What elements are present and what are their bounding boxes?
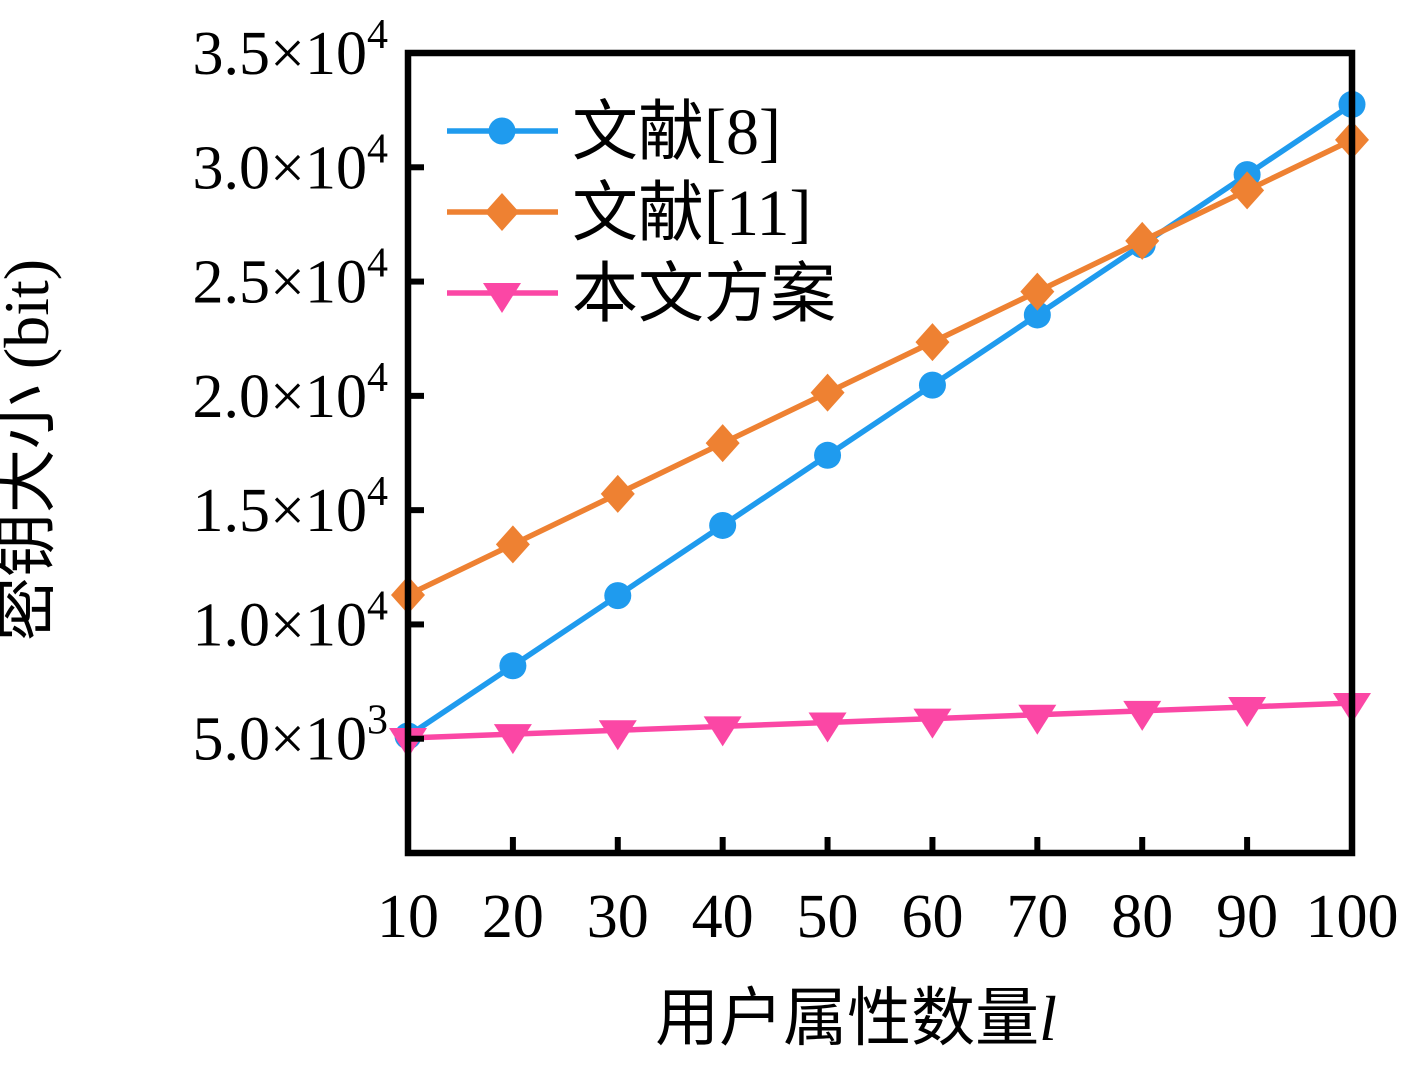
data-point-circle-marker <box>918 371 946 399</box>
data-point-diamond-marker <box>485 193 519 231</box>
y-tick-label: 2.0×104 <box>193 355 388 431</box>
data-point-diamond-marker <box>810 373 845 412</box>
legend-label: 本文方案 <box>572 258 836 331</box>
legend-label: 文献[8] <box>572 96 781 169</box>
y-tick-label: 3.5×104 <box>193 12 388 88</box>
ticks-layer <box>408 164 1251 853</box>
x-tick-label: 10 <box>377 883 439 951</box>
y-tick-label: 1.5×104 <box>193 469 388 545</box>
legend-item: 文献[8] <box>447 96 781 169</box>
legend: 文献[8] 文献[11] 本文方案 <box>447 96 836 331</box>
y-tick-labels: 5.0×103 1.0×104 1.5×104 2.0×104 2.5×104 3.0×1… <box>193 12 388 774</box>
data-point-circle-marker <box>1023 301 1051 329</box>
x-tick-label: 50 <box>797 883 859 951</box>
data-point-circle-marker <box>604 582 632 610</box>
x-tick-label: 90 <box>1216 883 1278 951</box>
data-point-circle-marker <box>499 652 527 680</box>
data-point-circle-marker <box>814 441 842 469</box>
series-layer <box>389 90 1371 759</box>
x-tick-label: 70 <box>1006 883 1068 951</box>
series-triangle-down <box>389 693 1371 759</box>
y-tick-label: 5.0×103 <box>193 698 388 774</box>
data-point-diamond-marker <box>1230 171 1265 210</box>
data-point-diamond-marker <box>600 474 635 513</box>
data-point-diamond-marker <box>495 525 530 564</box>
data-point-diamond-marker <box>705 424 740 463</box>
y-tick-label: 2.5×104 <box>193 241 388 317</box>
plot-frame <box>404 49 1356 857</box>
x-tick-label: 40 <box>692 883 754 951</box>
data-point-diamond-marker <box>915 323 950 362</box>
y-tick-label: 1.0×104 <box>193 583 388 659</box>
series-line <box>406 102 1354 739</box>
data-point-triangle-down-marker <box>1018 704 1057 735</box>
data-point-triangle-down-marker <box>913 708 952 739</box>
data-point-circle-marker <box>709 511 737 539</box>
x-tick-label: 20 <box>482 883 544 951</box>
x-tick-labels: 10 20 30 40 50 60 70 80 90 100 <box>377 883 1399 951</box>
x-tick-label: 60 <box>901 883 963 951</box>
data-point-triangle-down-marker <box>808 712 847 743</box>
series-line <box>407 700 1353 741</box>
y-tick-label: 3.0×104 <box>193 126 388 202</box>
y-axis-title: 密钥大小 (bit) <box>0 259 62 641</box>
x-tick-label: 100 <box>1306 883 1399 951</box>
data-point-diamond-marker <box>1020 272 1055 311</box>
data-point-triangle-down-marker <box>598 720 637 751</box>
data-point-diamond-marker <box>1125 221 1160 260</box>
x-tick-label: 30 <box>587 883 649 951</box>
data-point-triangle-down-marker <box>483 283 521 313</box>
legend-label: 文献[11] <box>572 177 812 250</box>
data-point-triangle-down-marker <box>1228 696 1267 727</box>
data-point-triangle-down-marker <box>703 716 742 747</box>
x-axis-title: 用户属性数量l <box>655 983 1057 1054</box>
legend-item: 本文方案 <box>447 258 836 331</box>
x-tick-label: 80 <box>1111 883 1173 951</box>
data-point-triangle-down-marker <box>493 724 532 755</box>
series-line <box>406 137 1354 598</box>
data-point-triangle-down-marker <box>1123 700 1162 731</box>
data-point-circle-marker <box>488 117 516 145</box>
legend-item: 文献[11] <box>447 177 812 250</box>
